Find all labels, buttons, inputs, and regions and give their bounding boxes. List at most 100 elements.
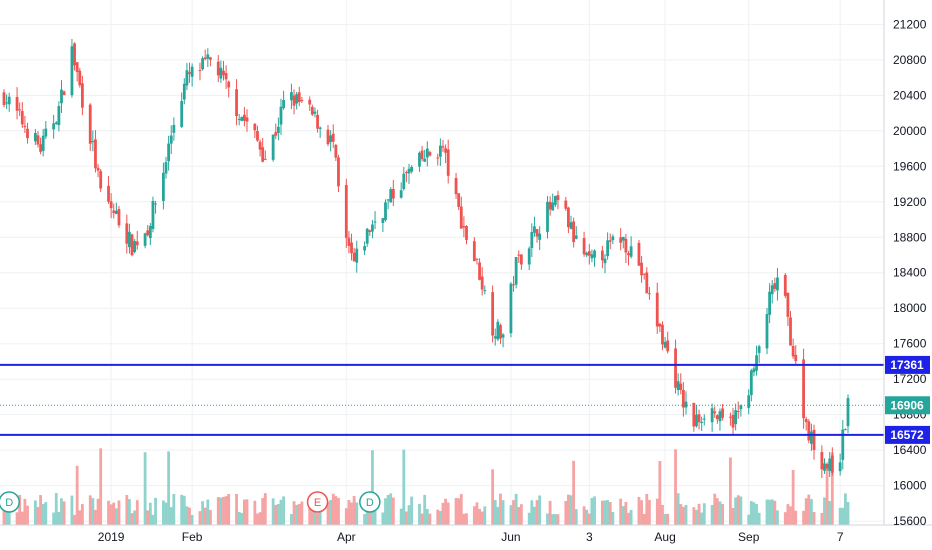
volume-bar: [290, 514, 293, 525]
candle-body: [512, 284, 515, 286]
volume-bar: [637, 496, 641, 525]
volume-bar: [459, 494, 463, 525]
candle-body: [768, 291, 772, 315]
candle-body: [423, 158, 427, 162]
volume-bar: [611, 511, 615, 525]
volume-bar: [749, 501, 753, 525]
y-tick-label: 20000: [893, 124, 927, 138]
candle-body: [564, 200, 568, 209]
candle-body: [436, 157, 440, 159]
candle-body: [755, 355, 758, 371]
y-tick-label: 18400: [893, 266, 927, 280]
candle-body: [642, 273, 646, 275]
volume-bar: [52, 512, 56, 525]
candle-body: [794, 354, 798, 362]
volume-bar: [381, 512, 385, 525]
candle-body: [692, 402, 696, 427]
candle-body: [261, 147, 265, 162]
volume-bar: [425, 508, 429, 525]
volume-bar: [313, 506, 317, 525]
volume-bar: [791, 469, 795, 525]
volume-bar: [263, 493, 267, 525]
volume-bar: [567, 494, 570, 525]
volume-bar: [399, 508, 403, 525]
candle-body: [188, 72, 191, 75]
event-marker[interactable]: [359, 491, 381, 513]
volume-bar: [697, 503, 701, 525]
event-marker-label: D: [366, 497, 374, 509]
candle-body: [297, 92, 301, 102]
volume-bar: [830, 452, 834, 525]
volume-bar: [663, 514, 667, 525]
volume-bar: [94, 509, 97, 525]
volume-bar: [731, 507, 735, 525]
volume-bar: [18, 494, 22, 525]
volume-bar: [78, 510, 82, 525]
candle-body: [517, 254, 521, 256]
candle-body: [465, 226, 468, 240]
volume-bar: [582, 506, 586, 525]
candle-body: [700, 422, 704, 424]
volume-bar: [384, 498, 387, 525]
volume-bar: [786, 504, 790, 525]
candle-body: [128, 231, 131, 248]
candle-body: [820, 452, 824, 470]
volume-bar: [480, 511, 484, 525]
candle-body: [112, 210, 116, 213]
event-marker[interactable]: [306, 491, 329, 513]
candle-body: [480, 276, 484, 290]
volume-bar: [645, 493, 649, 525]
volume-bar: [593, 496, 596, 525]
volume-bar: [240, 512, 244, 525]
candle-body: [352, 252, 356, 262]
candle-body: [20, 111, 24, 125]
candle-body: [838, 462, 842, 472]
candle-body: [459, 206, 463, 229]
candle-body: [786, 292, 790, 317]
y-tick-label: 21200: [893, 17, 927, 31]
candle-body: [227, 81, 231, 88]
volume-bar: [164, 502, 168, 525]
volume-bar: [527, 512, 531, 525]
volume-bar: [483, 506, 487, 525]
candle-body: [148, 225, 152, 239]
candle-body: [54, 122, 58, 125]
candle-body: [96, 167, 100, 171]
volume-bar: [143, 452, 147, 525]
volume-bar: [337, 497, 340, 525]
volume-bar: [710, 505, 714, 525]
candle-body: [23, 125, 27, 128]
volume-bar: [446, 502, 450, 525]
candle-body: [389, 189, 393, 203]
candle-body: [36, 135, 40, 145]
candle-body: [130, 234, 134, 256]
candle-body: [718, 411, 722, 422]
candle-body: [457, 193, 461, 207]
volume-bar: [478, 508, 481, 525]
candle-body: [776, 277, 779, 291]
volume-bar: [386, 494, 390, 525]
candle-body: [135, 241, 139, 246]
candle-body: [143, 233, 147, 246]
volume-bar: [169, 507, 173, 525]
candle-body: [684, 401, 688, 408]
candle-body: [736, 411, 740, 413]
candle-body: [679, 383, 683, 390]
volume-bar: [519, 504, 523, 525]
candle-body: [282, 100, 285, 109]
event-marker[interactable]: [0, 491, 20, 513]
volume-bar: [148, 502, 152, 525]
volume-bar: [765, 499, 769, 525]
volume-bar: [718, 501, 722, 525]
candle-body: [802, 359, 805, 419]
candle-body: [491, 292, 495, 336]
candle-body: [493, 336, 497, 339]
candle-body: [757, 346, 761, 353]
time-axis[interactable]: 2019 Feb Apr Jun 3 Aug Sep 7: [98, 530, 844, 544]
candle-body: [271, 134, 275, 160]
volume-bar: [658, 461, 662, 525]
volume-bar: [533, 506, 536, 525]
volume-bar: [70, 495, 74, 525]
